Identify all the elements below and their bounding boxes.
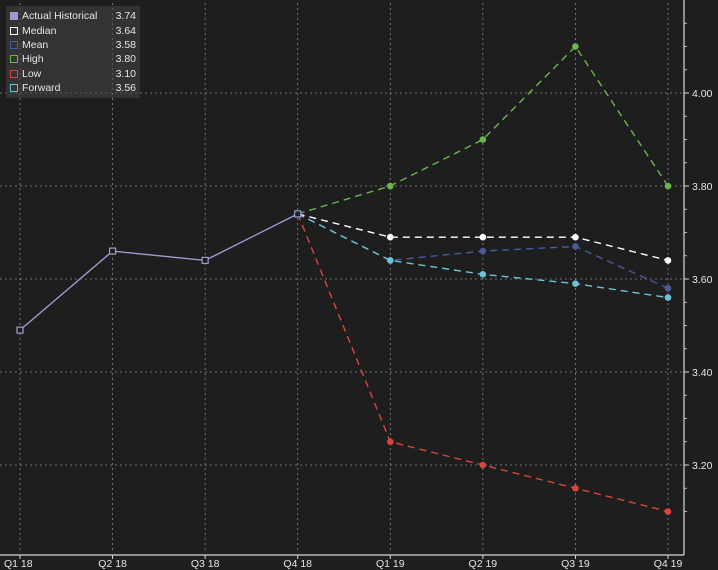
legend-swatch-forward [10, 84, 18, 93]
x-tick-label: Q1 19 [376, 558, 405, 570]
series-line-median [297, 213, 669, 262]
legend-swatch-high [10, 55, 18, 64]
x-tick-label: Q4 18 [283, 558, 312, 570]
series-line-actual-historical [19, 213, 299, 331]
legend-value: 3.74 [115, 10, 136, 23]
data-point-actual-historical [108, 247, 117, 255]
series-line-high [297, 45, 669, 215]
legend-item: Forward 3.56 [10, 81, 136, 95]
x-tick-label: Q1 18 [4, 558, 33, 570]
legend-value: 3.64 [115, 24, 136, 37]
data-point-median [572, 233, 579, 241]
legend-swatch-median [10, 26, 18, 35]
data-point-high [572, 43, 579, 50]
data-point-median [664, 257, 672, 264]
data-point-mean [664, 285, 672, 292]
legend: Actual Historical 3.74 Median 3.64 Mean … [6, 6, 140, 99]
legend-label: Forward [22, 82, 61, 95]
legend-value: 3.10 [115, 67, 136, 80]
legend-label: Actual Historical [22, 10, 98, 23]
data-point-high [479, 136, 487, 143]
data-point-median [479, 233, 487, 241]
x-tick-label: Q2 18 [98, 558, 127, 570]
x-tick-label: Q2 19 [469, 558, 498, 570]
data-point-mean [572, 243, 579, 250]
legend-label: Low [22, 67, 42, 80]
legend-swatch-actual-historical [10, 12, 18, 21]
data-point-forward [572, 280, 579, 287]
data-point-high [386, 182, 394, 190]
legend-item: Median 3.64 [10, 23, 136, 37]
data-point-actual-historical [294, 210, 302, 218]
legend-item: Low 3.10 [10, 67, 136, 81]
y-tick-label: 3.20 [692, 460, 713, 472]
x-tick-label: Q4 19 [654, 558, 683, 570]
y-tick-label: 4.00 [692, 88, 713, 100]
data-point-median [386, 233, 394, 241]
data-point-low [572, 484, 579, 492]
data-point-low [664, 508, 672, 515]
y-tick-label: 3.60 [692, 274, 713, 286]
y-tick-label: 3.80 [692, 181, 713, 193]
legend-value: 3.58 [115, 38, 136, 51]
legend-label: Mean [22, 38, 49, 51]
legend-item: High 3.80 [10, 52, 136, 66]
data-point-low [479, 461, 487, 469]
data-point-low [386, 438, 394, 446]
legend-item: Mean 3.58 [10, 38, 136, 52]
y-tick-label: 3.40 [692, 367, 713, 379]
legend-swatch-mean [10, 40, 18, 49]
legend-value: 3.56 [115, 82, 136, 95]
x-tick-label: Q3 18 [191, 558, 220, 570]
data-point-forward [386, 257, 394, 264]
legend-value: 3.80 [115, 53, 136, 66]
legend-swatch-low [10, 69, 18, 78]
x-tick-label: Q3 19 [561, 558, 590, 570]
legend-label: Median [22, 24, 57, 37]
data-point-forward [664, 294, 672, 301]
data-point-mean [479, 247, 487, 255]
data-point-high [664, 182, 672, 190]
legend-label: High [22, 53, 44, 66]
legend-item: Actual Historical 3.74 [10, 9, 136, 23]
data-point-actual-historical [201, 256, 209, 264]
data-point-forward [479, 271, 487, 278]
data-point-actual-historical [16, 326, 24, 334]
